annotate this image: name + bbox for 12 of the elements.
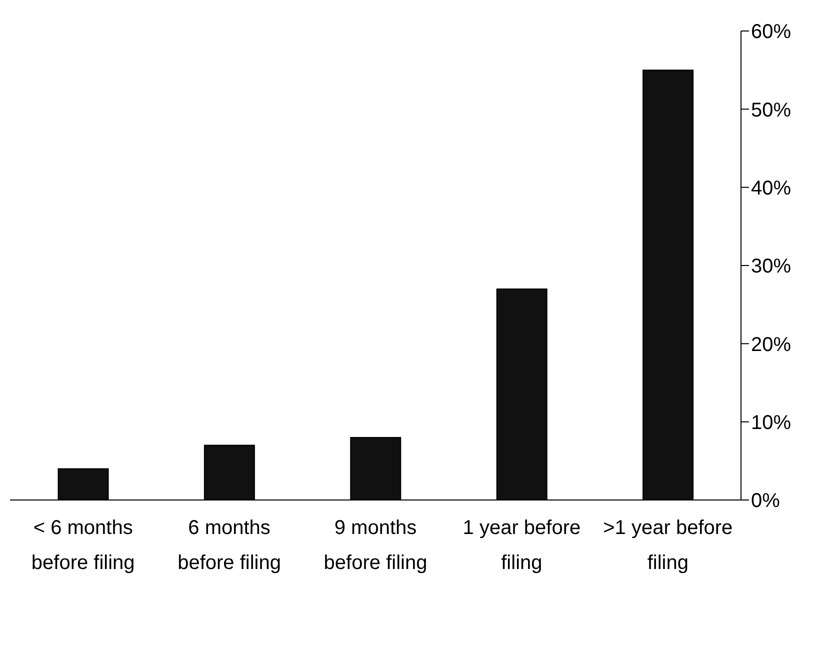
y-tick-label: 50%	[751, 99, 792, 122]
x-tick-label: 1 year before filing	[462, 517, 581, 574]
y-tick-label: 40%	[751, 177, 792, 200]
y-tick-label: 0%	[751, 490, 780, 512]
x-tick-label: 6 months before filing	[178, 517, 282, 574]
y-tick-label: 30%	[751, 256, 792, 278]
x-tick-label: 9 months before filing	[324, 517, 428, 574]
x-tick-label: < 6 months before filing	[31, 517, 135, 574]
y-tick-label: 10%	[751, 412, 792, 434]
y-tick-label: 20%	[751, 334, 792, 356]
x-tick-label: >1 year before filing	[603, 517, 733, 574]
y-tick-label: 60%	[751, 21, 792, 44]
